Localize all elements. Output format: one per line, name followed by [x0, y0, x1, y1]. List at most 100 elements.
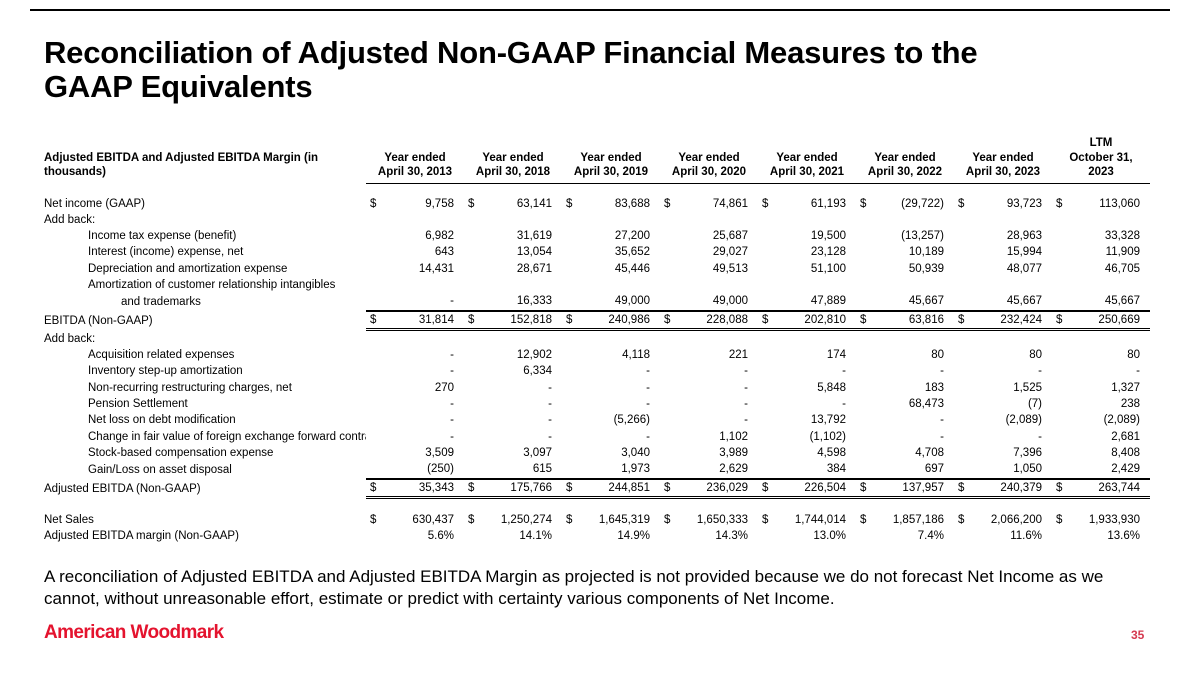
- dollar-sign-cell: [954, 331, 970, 347]
- dollar-sign-cell: $: [370, 197, 377, 210]
- value-cell: 83,688: [614, 197, 650, 210]
- row-label: Pension Settlement: [88, 398, 188, 411]
- value-cell: [970, 277, 1052, 293]
- table-row: Net income (GAAP) $9,758 $63,141 $83,688 $74…: [44, 184, 1150, 212]
- dollar-sign-cell: [660, 461, 676, 479]
- dollar-sign-cell: [758, 261, 774, 277]
- value-cell: 29,027: [712, 246, 748, 259]
- value-cell: 13.0%: [813, 530, 846, 543]
- value-cell: 49,513: [712, 262, 748, 275]
- dollar-sign-cell: $: [1052, 310, 1068, 331]
- dollar-sign-cell: [1052, 293, 1068, 311]
- value-cell: 1,250,274: [500, 513, 552, 526]
- period-column-header: Year ended April 30, 2022: [856, 136, 954, 184]
- value-cell: -: [744, 414, 748, 427]
- dollar-sign-cell: [562, 244, 578, 260]
- dollar-sign-cell: [464, 363, 480, 379]
- value-cell: 6,334: [523, 365, 552, 378]
- value-cell: 23,128: [810, 246, 846, 259]
- value-cell: 61,193: [810, 197, 846, 210]
- value-cell: 1,650,333: [696, 513, 748, 526]
- dollar-sign-cell: [856, 363, 872, 379]
- dollar-sign-cell: $: [860, 197, 867, 210]
- reconciliation-table: Adjusted EBITDA and Adjusted EBITDA Marg…: [44, 136, 1150, 544]
- dollar-sign-cell: $: [464, 478, 480, 499]
- dollar-sign-cell: [366, 445, 382, 461]
- dollar-sign-cell: [954, 293, 970, 311]
- value-cell: -: [940, 414, 944, 427]
- dollar-sign-cell: [366, 212, 382, 228]
- value-cell: 48,077: [1006, 262, 1042, 275]
- dollar-sign-cell: [464, 396, 480, 412]
- dollar-sign-cell: [562, 445, 578, 461]
- table-row: Depreciation and amortization expense 14,…: [44, 261, 1150, 277]
- dollar-sign-cell: $: [762, 197, 769, 210]
- dollar-sign-cell: [954, 396, 970, 412]
- dollar-sign-cell: [464, 347, 480, 363]
- dollar-sign-cell: $: [762, 513, 769, 526]
- value-cell: 80: [931, 349, 944, 362]
- value-cell: 8,408: [1111, 446, 1140, 459]
- page-title: Reconciliation of Adjusted Non-GAAP Fina…: [44, 36, 1184, 104]
- value-cell: 9,758: [425, 197, 454, 210]
- dollar-sign-cell: $: [860, 513, 867, 526]
- dollar-sign-cell: [562, 347, 578, 363]
- value-cell: [676, 212, 758, 228]
- dollar-sign-cell: [758, 244, 774, 260]
- dollar-sign-cell: [366, 331, 382, 347]
- value-cell: 1,973: [578, 461, 660, 479]
- dollar-sign-cell: [758, 347, 774, 363]
- dollar-sign-cell: $: [464, 310, 480, 331]
- value-cell: 615: [480, 461, 562, 479]
- row-label: Net loss on debt modification: [88, 414, 236, 427]
- dollar-sign-cell: [1052, 461, 1068, 479]
- table-row: Inventory step-up amortization - 6,334 - - - -…: [44, 363, 1150, 379]
- value-cell: 63,141: [516, 197, 552, 210]
- dollar-sign-cell: [562, 412, 578, 428]
- value-cell: [578, 277, 660, 293]
- row-label: Add back:: [44, 332, 96, 345]
- dollar-sign-cell: [660, 244, 676, 260]
- dollar-sign-cell: $: [660, 310, 676, 331]
- value-cell: 12,902: [516, 349, 552, 362]
- value-cell: -: [548, 381, 552, 394]
- dollar-sign-cell: $: [562, 478, 578, 499]
- value-cell: [676, 331, 758, 347]
- dollar-sign-cell: $: [468, 197, 475, 210]
- table-row: Adjusted EBITDA margin (Non-GAAP) 5.6% 14.…: [44, 528, 1150, 544]
- value-cell: 240,986: [578, 310, 660, 331]
- value-cell: 45,446: [614, 262, 650, 275]
- value-cell: [872, 277, 954, 293]
- dollar-sign-cell: [1052, 331, 1068, 347]
- dollar-sign-cell: $: [1056, 197, 1063, 210]
- dollar-sign-cell: [1052, 212, 1068, 228]
- dollar-sign-cell: [464, 528, 480, 544]
- value-cell: 244,851: [578, 478, 660, 499]
- value-cell: 11.6%: [1010, 530, 1042, 543]
- value-cell: [1068, 331, 1150, 347]
- value-cell: 11,909: [1105, 246, 1140, 259]
- value-cell: -: [744, 398, 748, 411]
- dollar-sign-cell: [464, 293, 480, 311]
- value-cell: [872, 212, 954, 228]
- value-cell: 49,000: [578, 293, 660, 311]
- value-cell: 4,708: [915, 446, 944, 459]
- value-cell: 68,473: [908, 398, 944, 411]
- dollar-sign-cell: [562, 331, 578, 347]
- value-cell: 15,994: [1006, 246, 1042, 259]
- value-cell: 5,848: [817, 381, 846, 394]
- value-cell: 2,629: [676, 461, 758, 479]
- value-cell: 35,652: [614, 246, 650, 259]
- row-label: Interest (income) expense, net: [88, 246, 244, 259]
- value-cell: 221: [728, 349, 748, 362]
- value-cell: -: [646, 430, 650, 443]
- dollar-sign-cell: [366, 363, 382, 379]
- dollar-sign-cell: [856, 380, 872, 396]
- dollar-sign-cell: [660, 212, 676, 228]
- value-cell: 1,050: [970, 461, 1052, 479]
- dollar-sign-cell: [366, 277, 382, 293]
- dollar-sign-cell: [856, 331, 872, 347]
- dollar-sign-cell: [758, 445, 774, 461]
- value-cell: -: [1038, 365, 1042, 378]
- value-cell: 228,088: [676, 310, 758, 331]
